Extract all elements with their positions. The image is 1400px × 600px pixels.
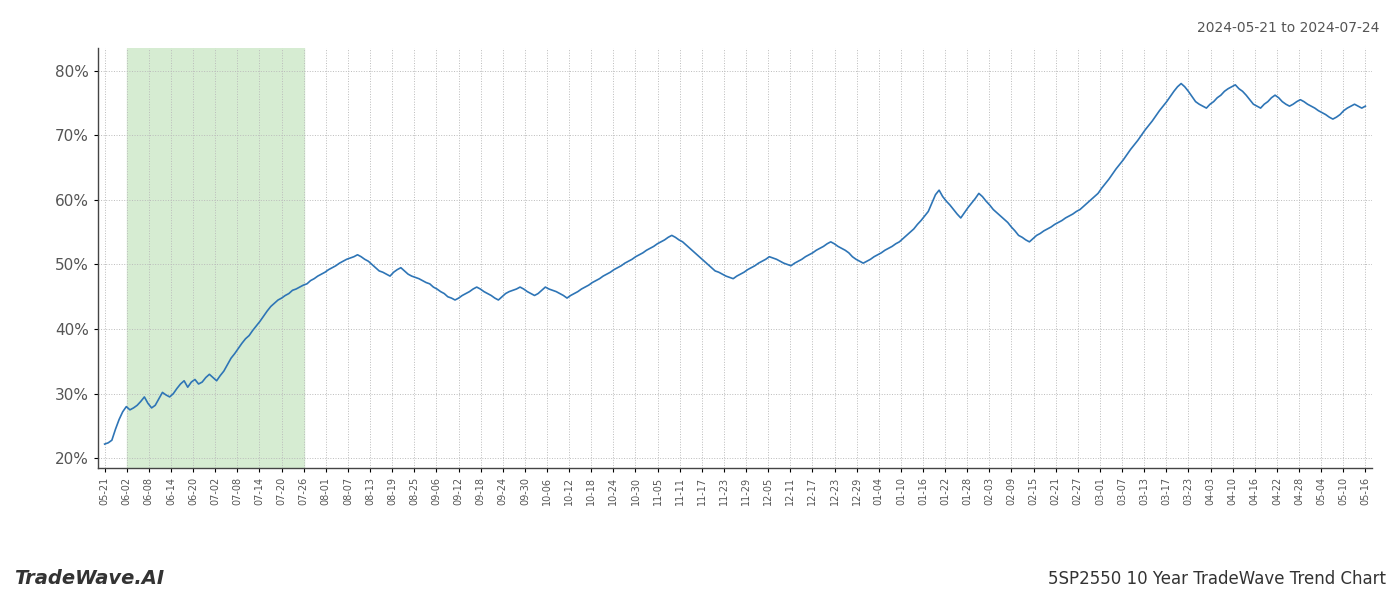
Text: 2024-05-21 to 2024-07-24: 2024-05-21 to 2024-07-24: [1197, 21, 1379, 35]
Text: 5SP2550 10 Year TradeWave Trend Chart: 5SP2550 10 Year TradeWave Trend Chart: [1049, 570, 1386, 588]
Bar: [127, 48, 304, 468]
Text: TradeWave.AI: TradeWave.AI: [14, 569, 164, 588]
